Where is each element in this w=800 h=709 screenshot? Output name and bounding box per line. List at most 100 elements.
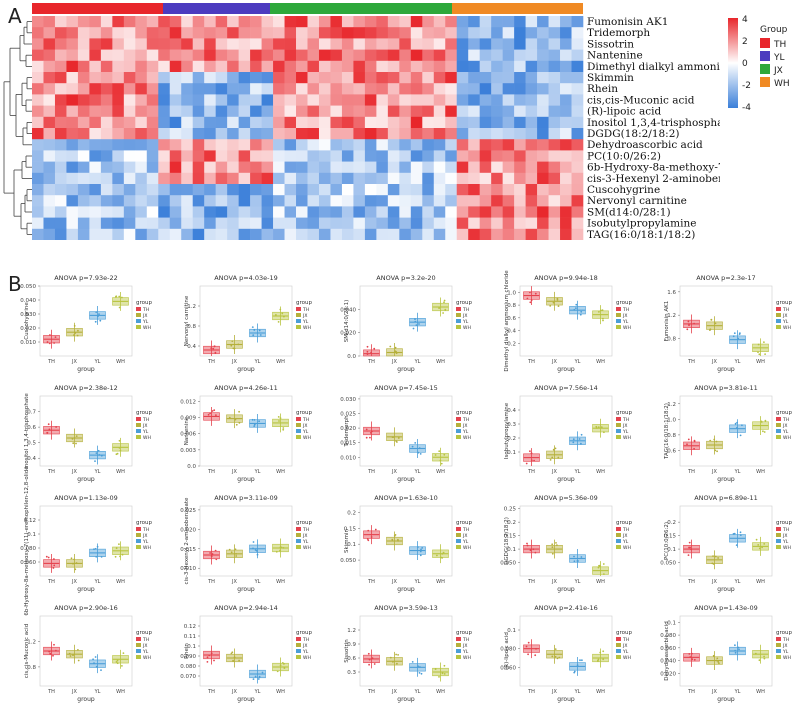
heatmap-cell (376, 195, 389, 207)
heatmap-cell (364, 161, 377, 174)
heatmap-cell (330, 161, 343, 174)
y-tick-label: 0.080 (180, 664, 196, 670)
heatmap-cell (273, 27, 285, 39)
heatmap-cell (284, 16, 297, 28)
box-point (389, 345, 392, 348)
heatmap-cell (422, 161, 435, 174)
heatmap-cell (318, 27, 331, 39)
heatmap-cell (100, 60, 113, 73)
heatmap-cell (123, 49, 136, 62)
box-point (96, 545, 99, 548)
box-point (573, 671, 576, 674)
heatmap-cell (560, 206, 572, 218)
heatmap-cell (146, 60, 159, 73)
heatmap-cell (445, 72, 458, 84)
heatmap-cell (250, 83, 262, 95)
boxplot-legend-label: WH (623, 655, 631, 661)
heatmap-cell (238, 228, 251, 240)
box-point (601, 309, 604, 311)
heatmap-cell (399, 184, 412, 196)
heatmap-cell (456, 228, 469, 240)
boxplot-legend-swatch (136, 417, 141, 421)
box-point (755, 652, 757, 655)
boxplot-legend-label: WH (463, 655, 471, 661)
heatmap-cell (353, 72, 366, 84)
heatmap-cell (456, 72, 469, 84)
box-point (579, 659, 581, 662)
heatmap-cell (445, 16, 458, 28)
heatmap-cell (169, 228, 182, 240)
y-tick-label: 0.12 (184, 624, 196, 630)
boxplot-legend-label: JX (302, 533, 307, 539)
boxplot-legend-label: YL (622, 429, 629, 435)
y-tick-label: 0.012 (180, 399, 196, 405)
heatmap-cell (158, 72, 171, 84)
heatmap-cell (433, 128, 446, 140)
heatmap-cell (192, 38, 205, 50)
heatmap-cell (514, 161, 526, 174)
box-point (99, 319, 102, 322)
boxplot-panel: ANOVA p=3.2e-200.00.0200.040SM(d14:0/28:… (340, 274, 472, 373)
heatmap-cell (353, 217, 366, 230)
heatmap-cell (399, 195, 412, 207)
heatmap-cell (307, 116, 320, 129)
legend-swatch-JX (760, 64, 770, 74)
box-point (94, 547, 97, 550)
heatmap-cell (353, 184, 366, 196)
heatmap-cell (410, 206, 423, 218)
heatmap-cell (318, 217, 331, 230)
heatmap-cell (433, 139, 446, 151)
heatmap-cell (123, 128, 136, 140)
heatmap-cell (215, 195, 228, 207)
heatmap-cell (100, 172, 113, 185)
boxplot-legend-swatch (616, 527, 621, 531)
box-point (366, 350, 369, 353)
heatmap-cell (273, 38, 285, 50)
heatmap-cell (537, 184, 549, 196)
box-point (71, 438, 74, 440)
box-point (73, 558, 76, 561)
heatmap-cell (261, 105, 274, 118)
heatmap-cell (399, 206, 412, 218)
boxplot-legend-swatch (136, 313, 141, 317)
box-point (253, 419, 256, 421)
box-point (391, 436, 394, 438)
heatmap-cell (491, 128, 503, 140)
heatmap-cell (192, 128, 205, 140)
y-tick-label: 0.020 (340, 426, 356, 432)
heatmap-cell (135, 195, 148, 207)
heatmap-cell (32, 150, 44, 162)
heatmap-cell (456, 172, 469, 185)
y-tick-label: 0.8 (667, 337, 676, 343)
heatmap-cell (112, 217, 125, 230)
box-point (75, 442, 77, 445)
heatmap-row-label: (R)-lipoic acid (587, 106, 661, 118)
heatmap-cell (548, 116, 561, 129)
heatmap-cell (537, 161, 549, 174)
heatmap-cell (284, 60, 297, 73)
x-tick-label: TH (47, 579, 55, 585)
boxplot-legend-label: JX (782, 313, 787, 319)
y-tick-label: 0.3 (507, 422, 516, 428)
box-point (48, 428, 51, 431)
panel-label-a: A (8, 4, 22, 28)
heatmap-cell (491, 172, 503, 185)
box-point (54, 336, 57, 338)
heatmap-cell (525, 172, 538, 185)
heatmap-cell (192, 228, 205, 240)
box-point (214, 351, 217, 354)
heatmap-cell (100, 128, 113, 140)
x-tick-label: YL (414, 359, 421, 365)
box-point (758, 353, 761, 356)
box-point (603, 573, 605, 575)
heatmap-cell (525, 139, 538, 151)
heatmap-cell (456, 139, 469, 151)
heatmap-cell (43, 206, 56, 218)
heatmap-cell (445, 83, 458, 95)
box-point (118, 447, 121, 449)
box-point (371, 657, 374, 660)
x-tick-label: JX (71, 689, 77, 695)
heatmap-cell (364, 38, 377, 50)
heatmap-cell (353, 206, 366, 218)
box-point (529, 450, 531, 453)
